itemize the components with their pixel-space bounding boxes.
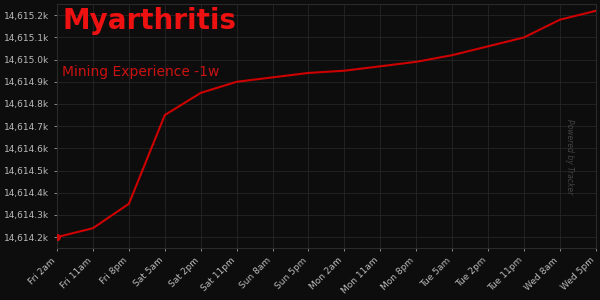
- Text: Powered by Tracker: Powered by Tracker: [565, 119, 574, 194]
- Text: Myarthritis: Myarthritis: [62, 7, 236, 34]
- Text: Mining Experience -1w: Mining Experience -1w: [62, 65, 220, 79]
